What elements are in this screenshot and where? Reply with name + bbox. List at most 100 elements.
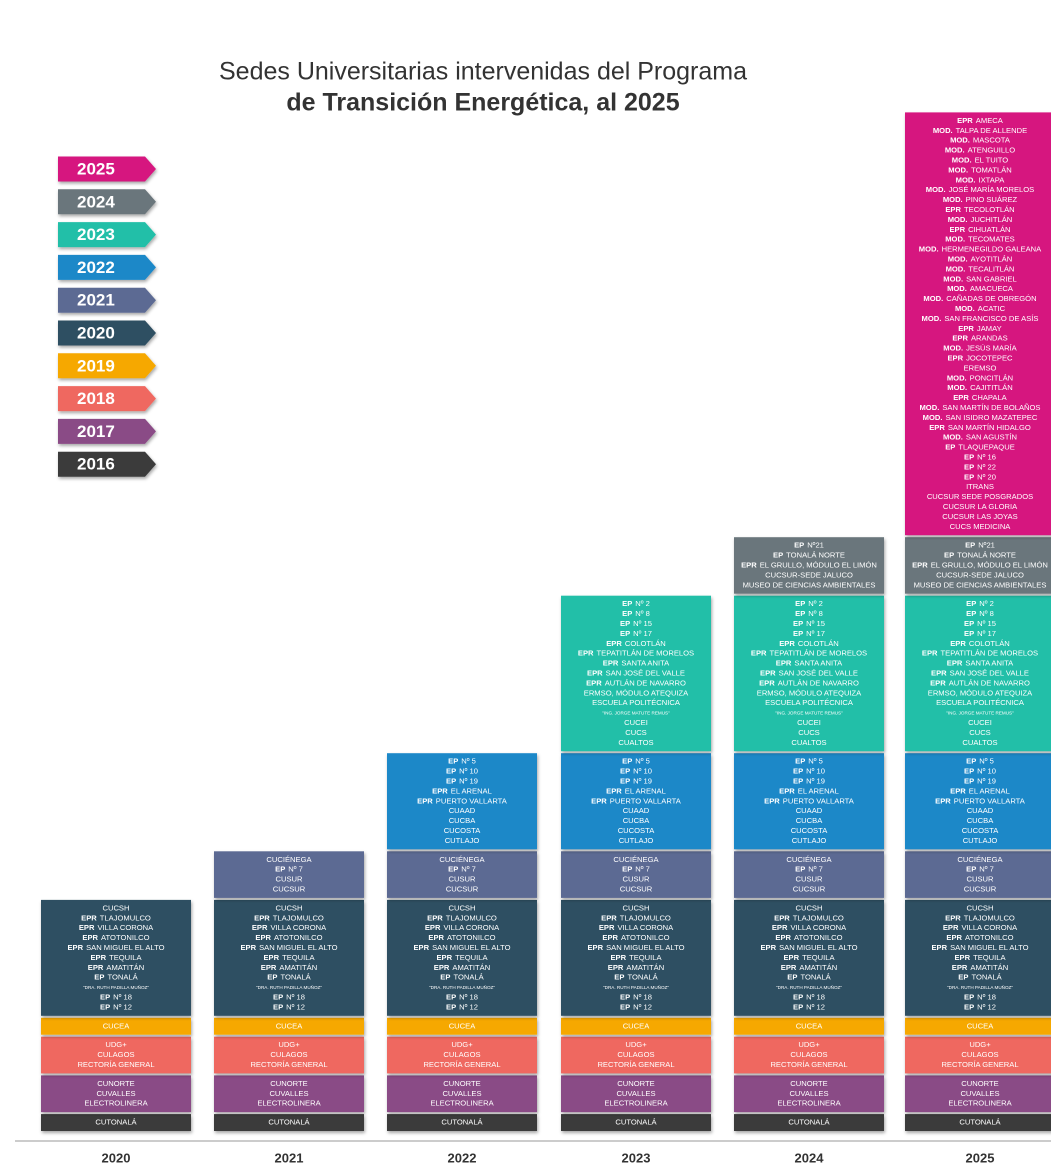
year-block: CUCEA [561, 1017, 711, 1035]
site-prefix: EP [964, 1002, 974, 1011]
site-prefix: MOD. [919, 403, 939, 412]
site-rest: Nº 12 [459, 1002, 478, 1011]
site-prefix: MOD. [945, 146, 965, 155]
site-name: CUSUR [795, 875, 823, 884]
site-note: "ING. JORGE MATUTE REMUS" [602, 710, 670, 715]
site-name: RECTORÍA GENERAL [770, 1060, 847, 1069]
site-note: "DRA. RUTH PADILLA MUÑOZ" [429, 984, 495, 990]
site-prefix: MOD. [948, 165, 968, 174]
site-prefix: EPR [587, 668, 603, 677]
block-bg [387, 1036, 537, 1074]
site-name: EP TONALÁ [94, 973, 138, 982]
legend-arrow [58, 287, 156, 313]
site-rest: ATOTONILCO [965, 933, 1014, 942]
site-name: ELECTROLINERA [257, 1099, 321, 1108]
block-bg [387, 1075, 537, 1113]
site-prefix: EP [958, 973, 968, 982]
site-prefix: EP [440, 973, 450, 982]
site-rest: HERMENEGILDO GALEANA [942, 245, 1043, 254]
block-bg [561, 899, 711, 1016]
site-name: CUCSUR-SEDE JALUCO [765, 570, 853, 579]
site-name: CULAGOS [270, 1050, 307, 1059]
site-name: EP TONALÁ NORTE [944, 551, 1016, 560]
site-name: EPR EL ARENAL [779, 786, 839, 795]
block-bg [905, 1075, 1051, 1113]
site-name: CUNORTE [961, 1079, 998, 1088]
site-rest: Nº 17 [633, 629, 652, 638]
site-name: CUTLAJO [445, 836, 480, 845]
site-prefix: EP [448, 757, 458, 766]
site-rest: VILLA CORONA [790, 923, 847, 932]
site-prefix: EP [273, 1002, 283, 1011]
site-name: MOD. SAN AGUSTÍN [943, 433, 1017, 442]
site-rest: Nº 18 [977, 992, 996, 1001]
site-rest: Nº 18 [806, 992, 825, 1001]
block-bg [905, 899, 1051, 1016]
site-name: EP TLAQUEPAQUE [945, 443, 1015, 452]
site-rest: Nº 10 [459, 767, 478, 776]
site-prefix: EPR [240, 943, 256, 952]
year-block: CUCEA [41, 1017, 191, 1035]
site-rest: Nº 15 [806, 619, 825, 628]
site-name: EP Nº 15 [964, 619, 996, 628]
site-name: EPR ARANDAS [952, 334, 1007, 343]
site-prefix: EP [965, 541, 975, 550]
site-prefix: EPR [434, 963, 450, 972]
block-bg [561, 753, 711, 850]
site-prefix: EP [793, 619, 803, 628]
site-name: MOD. PONCITLÁN [947, 373, 1013, 382]
legend-arrow [58, 418, 156, 444]
block-bg [214, 1036, 364, 1074]
site-name: EP Nº 7 [966, 865, 994, 874]
site-name: EPR TEQUILA [783, 953, 835, 962]
site-name: MOD. AYOTITLÁN [948, 254, 1012, 263]
site-rest: PINO SUÁREZ [966, 195, 1018, 204]
site-name: CUCEA [103, 1021, 131, 1030]
site-name: CUTLAJO [963, 836, 998, 845]
site-rest: TLAJOMULCO [793, 913, 844, 922]
site-name: CUCSUR [793, 884, 826, 893]
site-rest: Nº 7 [808, 865, 823, 874]
site-prefix: EP [795, 599, 805, 608]
site-name: EPR AUTLÁN DE NAVARRO [759, 678, 859, 687]
site-note: "DRA. RUTH PADILLA MUÑOZ" [256, 984, 322, 990]
site-name: EPR ATOTONILCO [602, 933, 669, 942]
column: 2020 CUTONALÁ CUNORTECUVALLESELECTROLINERA… [41, 899, 191, 1164]
column-year: 2022 [448, 1150, 477, 1164]
site-rest: ATOTONILCO [274, 933, 323, 942]
site-rest: VILLA CORONA [617, 923, 674, 932]
legend-label: 2017 [77, 422, 115, 441]
site-rest: TEQUILA [109, 953, 142, 962]
site-name: MOD. TALPA DE ALLENDE [933, 126, 1027, 135]
site-rest: Nº 10 [977, 767, 996, 776]
site-name: CUTONALÁ [268, 1118, 310, 1127]
site-prefix: EPR [67, 943, 83, 952]
site-name: EPR TLAJOMULCO [427, 913, 497, 922]
site-name: CUCBA [449, 816, 477, 825]
site-name: CUCS [798, 728, 820, 737]
site-rest: Nº 19 [806, 776, 825, 785]
legend-label: 2025 [77, 159, 115, 178]
site-rest: Nº 8 [635, 609, 650, 618]
site-prefix: MOD. [923, 413, 943, 422]
block-bg [905, 1017, 1051, 1035]
site-prefix: EPR [428, 933, 444, 942]
site-name: CUTLAJO [619, 836, 654, 845]
site-prefix: EPR [943, 923, 959, 932]
block-bg [734, 537, 884, 594]
block-bg [905, 595, 1051, 752]
site-name: CUCEA [967, 1021, 995, 1030]
site-name: CUVALLES [616, 1089, 655, 1098]
site-prefix: EPR [783, 953, 799, 962]
site-rest: VILLA CORONA [97, 923, 154, 932]
site-rest: AUTLÁN DE NAVARRO [778, 678, 859, 687]
site-prefix: EP [794, 541, 804, 550]
site-rest: SAN MIGUEL EL ALTO [606, 943, 685, 952]
site-prefix: EPR [929, 423, 945, 432]
site-name: EP Nº 8 [622, 609, 650, 618]
site-name: EPR AMATITÁN [608, 963, 664, 972]
site-name: EP Nº 2 [795, 599, 823, 608]
